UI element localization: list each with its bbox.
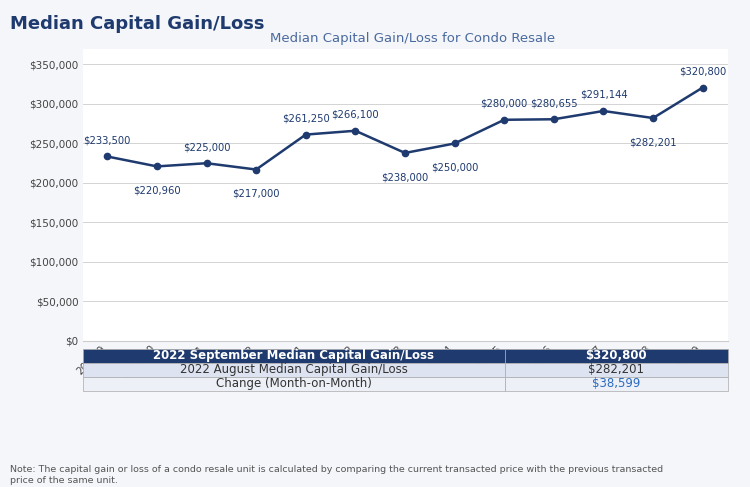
Text: Median Capital Gain/Loss for Condo Resale: Median Capital Gain/Loss for Condo Resal…	[270, 32, 555, 45]
Text: 2022 September Median Capital Gain/Loss: 2022 September Median Capital Gain/Loss	[153, 349, 434, 362]
Text: $280,655: $280,655	[530, 98, 578, 108]
Text: $282,201: $282,201	[629, 137, 677, 148]
Text: Note: The capital gain or loss of a condo resale unit is calculated by comparing: Note: The capital gain or loss of a cond…	[10, 465, 663, 485]
Text: $250,000: $250,000	[431, 163, 478, 173]
Text: $280,000: $280,000	[481, 99, 528, 109]
Text: $320,800: $320,800	[679, 66, 726, 76]
Text: Median Capital Gain/Loss: Median Capital Gain/Loss	[10, 15, 264, 33]
Text: $238,000: $238,000	[382, 172, 429, 183]
Text: $38,599: $38,599	[592, 377, 640, 391]
Text: $233,500: $233,500	[83, 135, 131, 146]
Text: Change (Month-on-Month): Change (Month-on-Month)	[216, 377, 372, 391]
Text: $320,800: $320,800	[586, 349, 647, 362]
Text: $291,144: $291,144	[580, 90, 627, 100]
Text: $220,960: $220,960	[133, 186, 181, 196]
Text: 2022 August Median Capital Gain/Loss: 2022 August Median Capital Gain/Loss	[180, 363, 408, 376]
Text: $282,201: $282,201	[588, 363, 644, 376]
Text: $261,250: $261,250	[282, 113, 330, 124]
Text: $225,000: $225,000	[183, 142, 230, 152]
Text: $217,000: $217,000	[232, 189, 280, 199]
Text: $266,100: $266,100	[332, 110, 380, 120]
